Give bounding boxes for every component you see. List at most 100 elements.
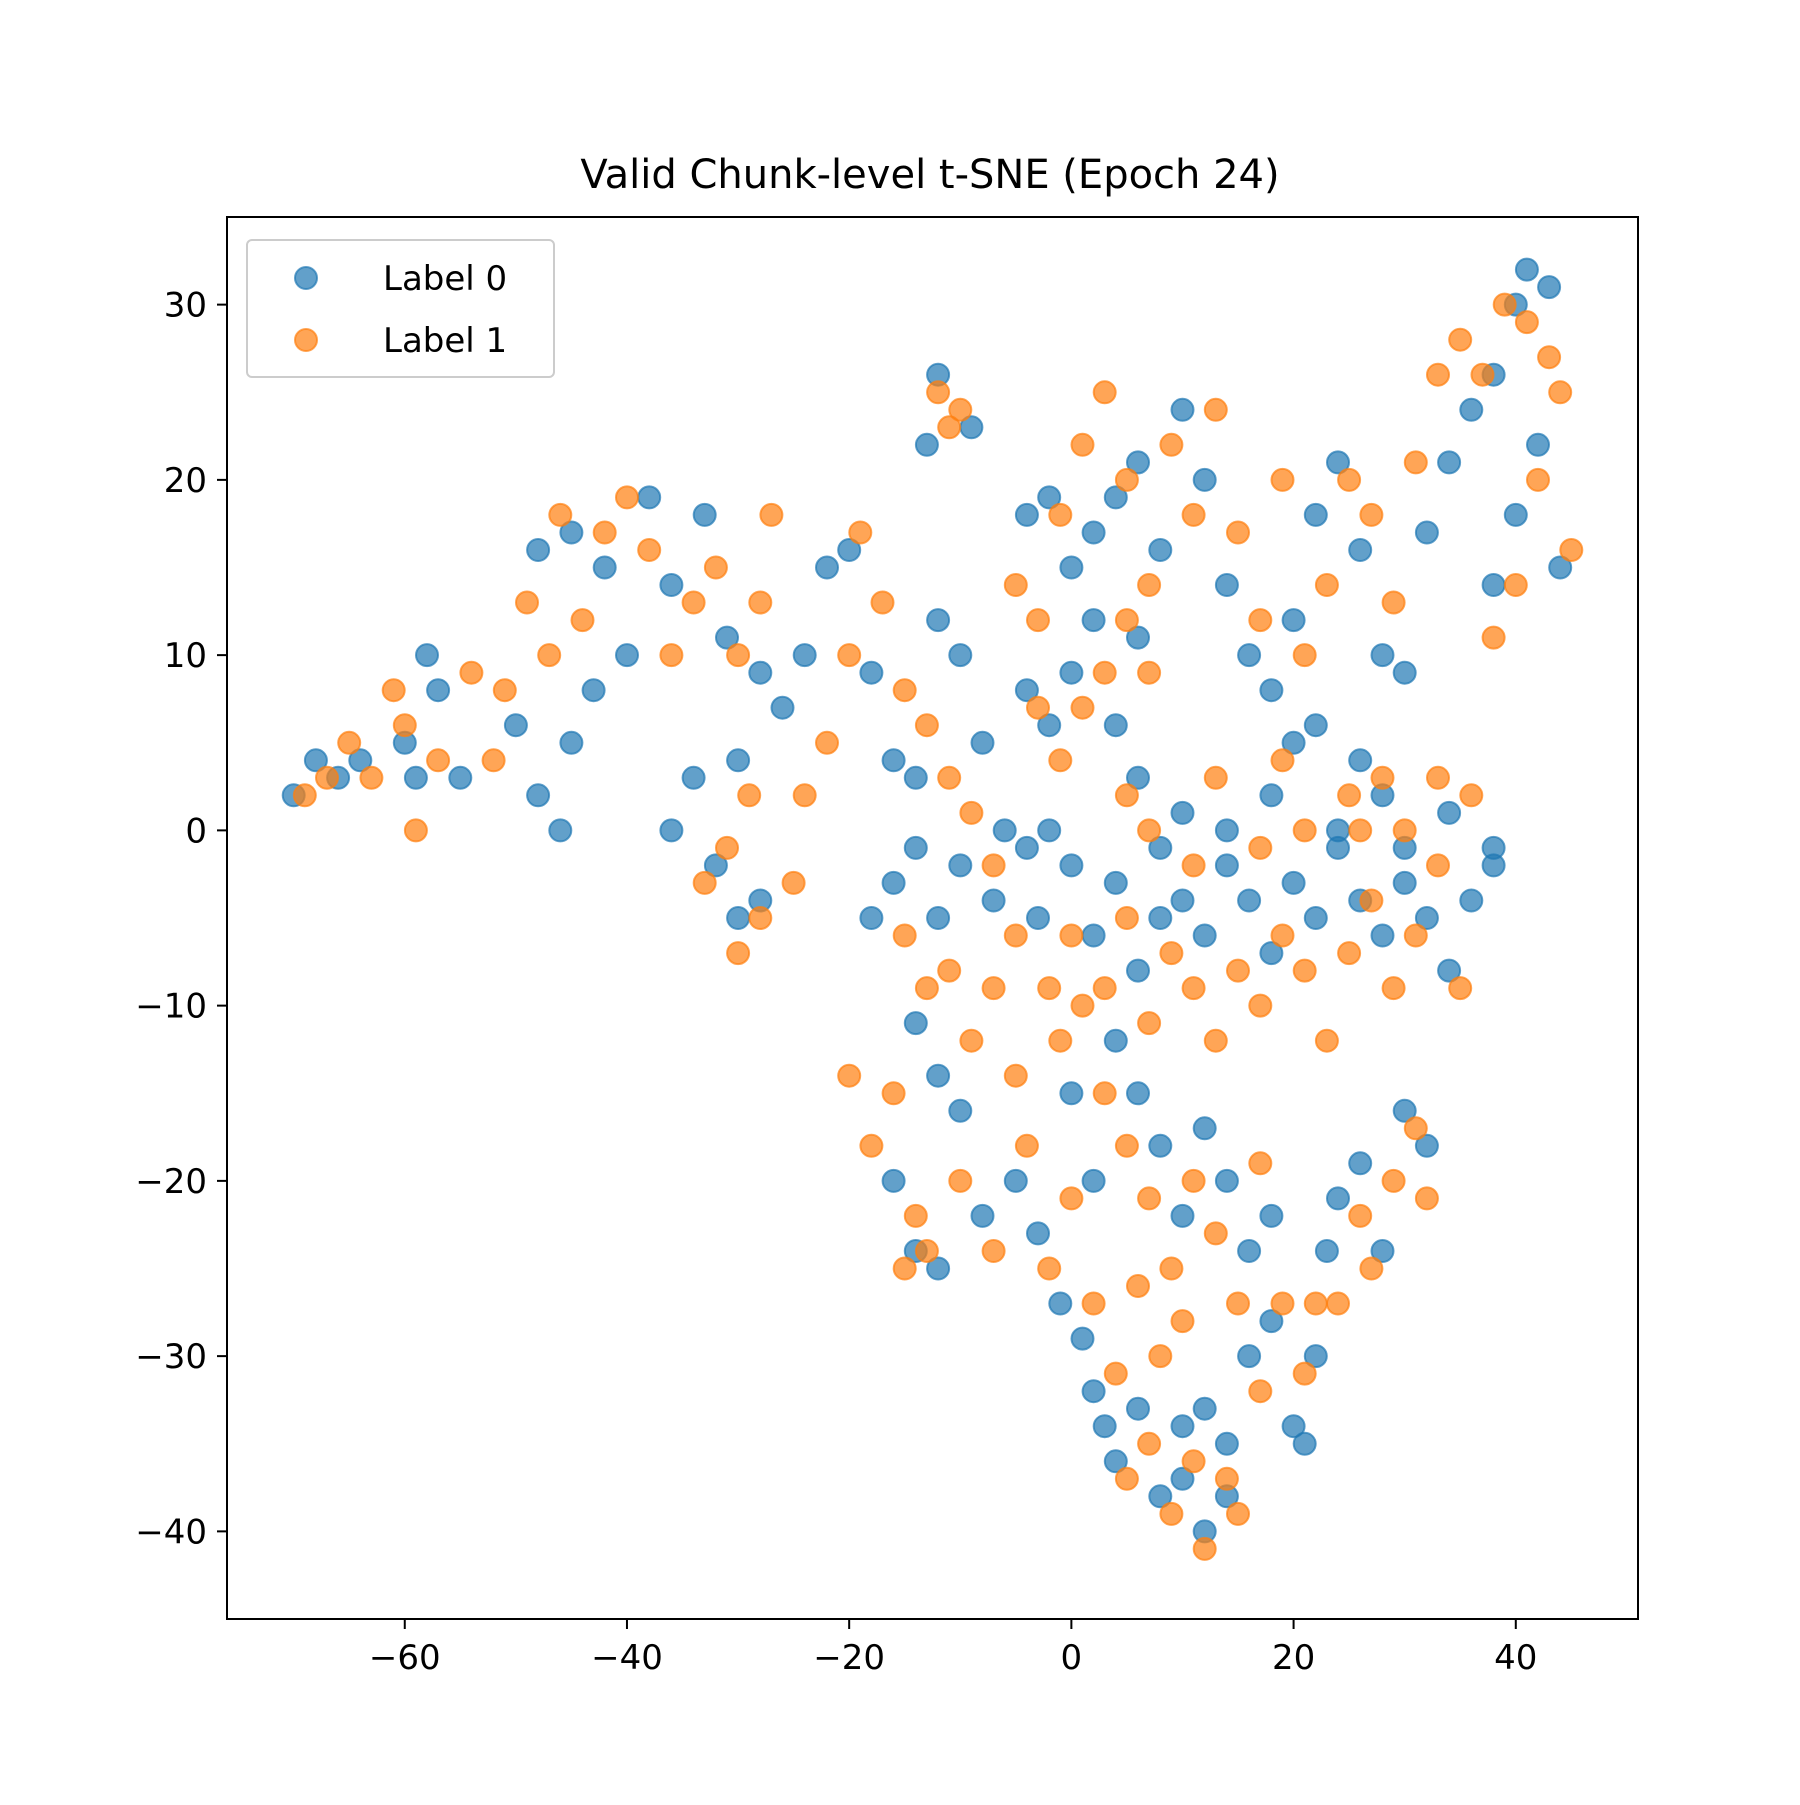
- data-point-label-1: [1381, 1168, 1406, 1193]
- data-point-label-0: [1348, 538, 1373, 562]
- data-point-label-1: [1159, 1501, 1184, 1526]
- data-point-label-1: [426, 748, 451, 773]
- data-point-label-1: [1114, 906, 1139, 930]
- legend-label: Label 1: [383, 321, 507, 361]
- data-point-label-1: [1159, 941, 1184, 966]
- data-point-label-0: [881, 748, 906, 773]
- data-point-label-1: [1292, 818, 1317, 843]
- data-point-label-1: [292, 783, 317, 808]
- y-tick-label: 0: [185, 811, 207, 851]
- data-point-label-1: [1248, 1379, 1273, 1404]
- data-point-label-0: [1126, 765, 1150, 790]
- data-point-label-0: [1214, 573, 1239, 597]
- data-point-label-0: [1392, 660, 1417, 685]
- data-point-label-1: [1314, 1028, 1339, 1053]
- data-point-label-0: [792, 643, 817, 668]
- data-point-label-1: [726, 941, 751, 966]
- data-point-label-1: [537, 643, 562, 668]
- data-point-label-1: [1203, 1221, 1228, 1246]
- data-point-label-0: [1126, 625, 1150, 650]
- data-point-label-0: [1103, 1028, 1128, 1053]
- data-point-label-0: [448, 765, 473, 790]
- data-point-label-0: [903, 1011, 928, 1036]
- data-point-label-1: [1114, 783, 1139, 808]
- data-point-label-1: [1459, 783, 1484, 808]
- x-tick-label: −20: [813, 1638, 885, 1678]
- data-point-label-0: [559, 730, 584, 755]
- data-point-label-0: [1126, 1396, 1150, 1421]
- data-point-label-1: [937, 765, 962, 790]
- data-point-label-1: [914, 976, 939, 1001]
- data-point-label-0: [1059, 555, 1084, 580]
- data-point-label-1: [726, 643, 751, 668]
- data-point-label-1: [1248, 608, 1273, 633]
- plot-frame: [226, 216, 1639, 1620]
- data-point-label-0: [1170, 1414, 1195, 1439]
- data-point-label-1: [1003, 923, 1028, 948]
- data-point-label-1: [1414, 1186, 1439, 1211]
- data-point-label-1: [1114, 608, 1139, 633]
- data-point-label-0: [348, 748, 373, 773]
- data-point-label-1: [837, 1063, 862, 1088]
- data-point-label-0: [1092, 1414, 1117, 1439]
- data-point-label-0: [1414, 520, 1439, 545]
- data-point-label-0: [1281, 870, 1306, 895]
- data-point-label-0: [1259, 1203, 1284, 1228]
- data-point-label-1: [948, 397, 973, 422]
- data-point-label-0: [1281, 730, 1306, 755]
- y-tick-label: 10: [164, 636, 207, 676]
- data-point-label-0: [692, 502, 717, 527]
- data-point-label-0: [881, 870, 906, 895]
- data-point-label-1: [1059, 1186, 1084, 1211]
- data-point-label-1: [1292, 643, 1317, 668]
- data-point-label-1: [792, 783, 817, 808]
- data-point-label-1: [1337, 783, 1362, 808]
- data-point-label-1: [337, 730, 362, 755]
- data-point-label-0: [1370, 643, 1395, 668]
- data-point-label-0: [1148, 538, 1173, 562]
- data-point-label-1: [1092, 1081, 1117, 1106]
- data-point-label-0: [1237, 888, 1262, 913]
- data-point-label-0: [726, 748, 751, 773]
- data-point-label-1: [1537, 345, 1562, 370]
- data-point-label-0: [1292, 1431, 1317, 1456]
- data-point-label-0: [1303, 713, 1328, 738]
- data-point-label-1: [1126, 1274, 1150, 1298]
- data-point-label-1: [1359, 502, 1384, 527]
- data-point-label-1: [659, 643, 684, 668]
- data-point-label-0: [1081, 1379, 1106, 1404]
- data-point-label-1: [1137, 573, 1162, 597]
- data-point-label-1: [1014, 1133, 1039, 1158]
- data-point-label-1: [959, 800, 984, 825]
- data-point-label-1: [1003, 1063, 1028, 1088]
- data-point-label-1: [1137, 1186, 1162, 1211]
- data-point-label-0: [548, 818, 573, 843]
- data-point-label-0: [581, 678, 606, 703]
- data-point-label-0: [1370, 923, 1395, 948]
- data-point-label-0: [1348, 748, 1373, 773]
- data-point-label-0: [992, 818, 1017, 843]
- data-point-label-0: [1503, 502, 1528, 527]
- data-point-label-0: [1103, 713, 1128, 738]
- data-point-label-1: [1137, 1011, 1162, 1036]
- chart-title: Valid Chunk-level t-SNE (Epoch 24): [580, 152, 1279, 198]
- data-point-label-1: [1359, 1256, 1384, 1281]
- y-tick-label: −30: [135, 1337, 207, 1377]
- data-point-label-1: [1337, 467, 1362, 492]
- data-point-label-1: [1026, 695, 1050, 720]
- data-point-label-1: [1526, 467, 1550, 492]
- data-point-label-1: [1203, 1028, 1228, 1053]
- data-point-label-0: [1192, 467, 1217, 492]
- data-point-label-0: [1148, 1484, 1173, 1509]
- data-point-label-1: [1070, 695, 1095, 720]
- data-point-label-0: [948, 1098, 973, 1123]
- data-point-label-1: [981, 1239, 1006, 1263]
- data-point-label-1: [637, 538, 662, 562]
- data-point-label-0: [1303, 1344, 1328, 1369]
- data-point-label-1: [1514, 310, 1539, 335]
- data-point-label-1: [1114, 467, 1139, 492]
- data-point-label-1: [1270, 748, 1295, 773]
- data-point-label-0: [1037, 818, 1062, 843]
